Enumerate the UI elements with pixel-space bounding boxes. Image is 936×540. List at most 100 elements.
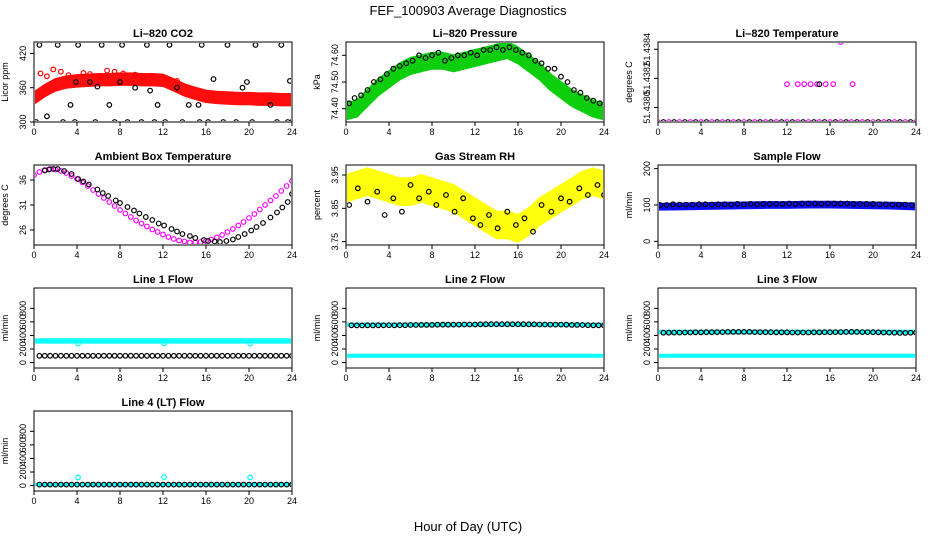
data-point-black	[470, 215, 476, 222]
data-point-black	[262, 352, 269, 359]
data-point-black	[205, 238, 212, 244]
data-point-magenta	[149, 226, 156, 233]
x-tick-label: 24	[599, 127, 609, 137]
data-point-black	[229, 481, 236, 488]
data-point-black	[198, 43, 205, 48]
data-point-black	[208, 481, 215, 488]
data-point-magenta	[181, 238, 188, 244]
data-point-black	[568, 322, 575, 328]
data-point-black	[461, 321, 468, 328]
data-point-black	[154, 352, 161, 359]
data-point-black	[519, 49, 526, 56]
data-point-magenta	[246, 215, 252, 221]
data-point-black	[883, 201, 889, 208]
y-tick-label: 600	[18, 437, 28, 452]
data-point-black	[211, 238, 218, 244]
series-band-red	[35, 72, 291, 107]
data-point-magenta	[830, 81, 837, 88]
data-point-black	[794, 329, 801, 336]
y-tick-label: 0	[642, 239, 652, 244]
data-point-black	[94, 186, 101, 193]
x-tick-label: 16	[513, 250, 523, 260]
data-point-black	[741, 201, 747, 208]
data-point-black	[186, 481, 193, 488]
data-point-magenta	[273, 193, 279, 199]
data-point-magenta	[35, 172, 37, 178]
plot-area	[659, 329, 915, 358]
data-point-black	[161, 222, 168, 229]
data-point-black	[84, 352, 91, 359]
data-point-black	[219, 481, 226, 488]
x-tick-label: 16	[825, 373, 835, 383]
data-point-black	[358, 92, 365, 99]
data-point-magenta	[240, 219, 247, 225]
data-point-black	[133, 352, 140, 359]
data-point-black	[347, 202, 353, 208]
data-point-black	[423, 322, 430, 328]
x-tick-label: 20	[244, 127, 254, 137]
y-tick-label: 200	[642, 342, 652, 357]
panel-title: Ambient Box Temperature	[95, 151, 232, 163]
data-point-black	[482, 321, 489, 328]
data-point-black	[676, 329, 683, 336]
data-point-black	[442, 57, 448, 64]
panel-title: Line 2 Flow	[445, 274, 505, 286]
data-point-black	[689, 201, 696, 208]
data-point-black	[800, 119, 806, 121]
x-tick-label: 8	[429, 373, 434, 383]
data-point-black	[506, 44, 513, 51]
data-point-black	[416, 195, 423, 202]
data-point-black	[213, 352, 220, 359]
data-point-magenta	[219, 232, 226, 238]
data-point-black	[251, 481, 258, 488]
data-point-black	[741, 329, 747, 335]
data-point-black	[235, 481, 242, 488]
data-point-black	[267, 214, 274, 221]
x-tick-label: 8	[117, 127, 122, 137]
x-tick-label: 0	[655, 373, 660, 383]
data-point-black	[448, 55, 455, 61]
data-point-black	[106, 481, 113, 488]
y-tick-label: 200	[18, 342, 28, 357]
data-point-black	[249, 119, 255, 121]
data-point-black	[494, 225, 501, 232]
data-point-black	[197, 481, 204, 488]
data-point-black	[186, 233, 193, 239]
data-point-black	[843, 329, 849, 335]
y-tick-label: 0	[642, 360, 652, 365]
data-point-black	[545, 65, 551, 72]
data-point-red	[37, 70, 44, 77]
data-point-black	[347, 100, 353, 107]
y-tick-label: 31	[18, 200, 28, 210]
data-point-black	[351, 95, 358, 101]
data-point-black	[757, 119, 763, 121]
data-point-black	[119, 43, 125, 48]
data-point-black	[548, 208, 555, 215]
data-point-black	[895, 201, 902, 208]
data-point-black	[538, 202, 545, 208]
figure-xlabel: Hour of Day (UTC)	[414, 519, 522, 534]
data-point-black	[601, 192, 603, 198]
data-point-black	[474, 52, 481, 59]
data-point-black	[521, 215, 528, 222]
data-point-black	[278, 43, 285, 48]
data-point-black	[870, 329, 876, 336]
data-point-black	[54, 166, 61, 172]
x-tick-label: 0	[31, 250, 36, 260]
data-point-black	[224, 43, 231, 48]
data-point-black	[381, 212, 388, 218]
x-tick-label: 24	[599, 250, 609, 260]
data-point-black	[725, 329, 731, 335]
data-point-black	[751, 329, 758, 336]
data-point-black	[132, 84, 139, 91]
data-point-black	[536, 321, 543, 328]
data-point-magenta	[283, 183, 290, 189]
data-point-black	[590, 97, 597, 104]
data-point-black	[131, 207, 137, 214]
x-tick-label: 24	[287, 496, 297, 506]
plot-area	[659, 200, 915, 211]
data-point-black	[127, 481, 134, 488]
data-point-black	[359, 322, 366, 329]
data-point-red	[96, 73, 103, 80]
x-tick-label: 8	[117, 373, 122, 383]
